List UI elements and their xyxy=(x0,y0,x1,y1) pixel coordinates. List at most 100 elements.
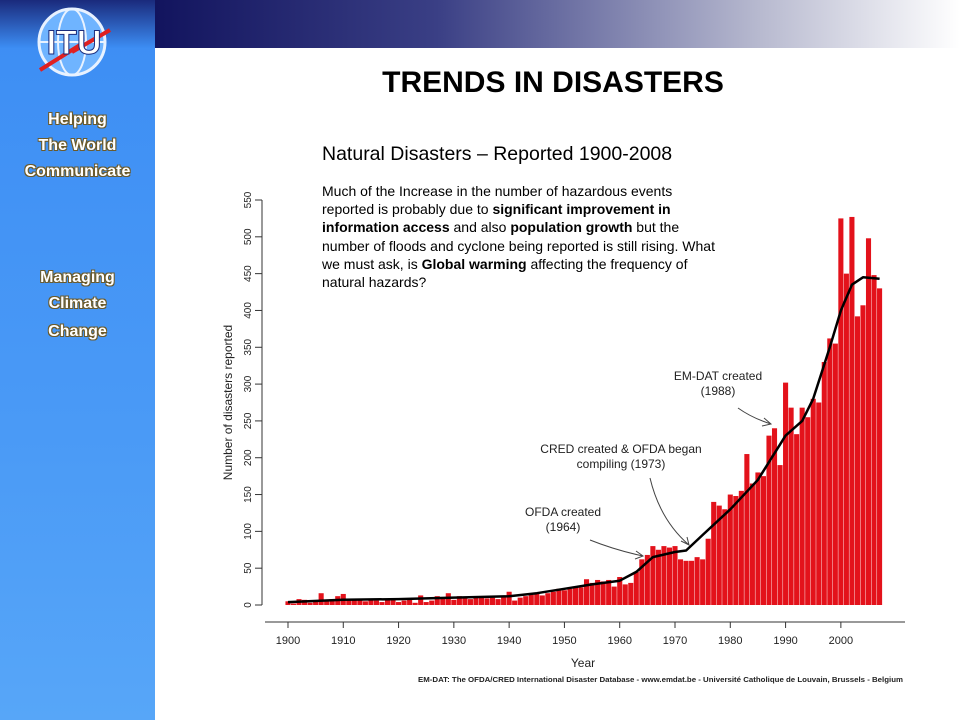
sidebar-text: The World xyxy=(38,137,117,154)
bar xyxy=(429,600,435,605)
bar xyxy=(854,316,860,605)
bar xyxy=(677,559,684,605)
bar xyxy=(611,586,617,605)
bar xyxy=(528,594,534,605)
x-tick-label: 1920 xyxy=(386,635,410,647)
y-tick-label: 350 xyxy=(243,338,254,355)
x-tick-label: 1990 xyxy=(773,635,797,647)
bar xyxy=(440,597,446,605)
bar xyxy=(445,593,451,605)
bar xyxy=(794,434,800,605)
bar xyxy=(727,494,733,605)
sidebar-text: Helping xyxy=(48,111,107,128)
y-tick-label: 450 xyxy=(243,265,254,282)
bar xyxy=(351,599,357,605)
bar xyxy=(827,338,833,605)
sidebar-text: Climate xyxy=(48,295,107,312)
bar xyxy=(545,593,551,605)
y-axis-label: Number of disasters reported xyxy=(221,325,235,480)
y-tick-label: 400 xyxy=(243,302,254,319)
bar xyxy=(307,602,313,605)
bar xyxy=(666,547,673,605)
bar xyxy=(628,582,634,605)
bar xyxy=(329,599,335,605)
y-tick-label: 500 xyxy=(243,228,254,245)
bar xyxy=(473,596,479,605)
bar xyxy=(617,577,623,605)
paragraph-text: Much of the Increase in the number of ha… xyxy=(322,183,673,218)
paragraph-text: Global warming xyxy=(421,255,527,272)
y-tick-label: 0 xyxy=(243,602,254,608)
bar xyxy=(821,362,827,605)
bar xyxy=(865,238,872,606)
bar xyxy=(462,597,468,605)
x-tick-label: 1970 xyxy=(663,635,687,647)
y-tick-label: 550 xyxy=(243,191,254,208)
bar xyxy=(539,595,545,605)
bar xyxy=(318,593,324,605)
x-tick-label: 1950 xyxy=(552,635,576,647)
bar xyxy=(711,501,717,605)
bar xyxy=(600,581,606,605)
bar xyxy=(788,407,794,605)
sidebar-text: Change xyxy=(48,323,107,340)
bar xyxy=(733,496,739,605)
x-axis-label: Year xyxy=(571,656,595,670)
bar xyxy=(418,595,424,605)
bar xyxy=(467,599,473,605)
annotation: CRED created & OFDA began xyxy=(540,442,701,456)
bar xyxy=(550,591,556,605)
sidebar-text: Communicate xyxy=(24,163,131,180)
bar xyxy=(683,560,689,605)
bar xyxy=(556,588,562,605)
y-tick-label: 150 xyxy=(243,486,254,503)
annotation: (1988) xyxy=(701,384,736,398)
bar xyxy=(407,599,413,605)
bar xyxy=(716,505,722,605)
bar xyxy=(595,579,601,605)
bar xyxy=(672,546,678,605)
bar xyxy=(755,472,761,605)
bar xyxy=(490,597,496,605)
annotation: (1964) xyxy=(546,520,581,534)
paragraph: Much of the Increase in the number of ha… xyxy=(322,182,727,291)
bar xyxy=(362,601,368,605)
bar xyxy=(346,600,352,605)
bar xyxy=(589,582,595,605)
bar xyxy=(357,599,363,605)
bar xyxy=(849,216,855,605)
x-tick-label: 2000 xyxy=(829,635,853,647)
bar xyxy=(396,602,402,605)
x-tick-label: 1930 xyxy=(442,635,466,647)
bar xyxy=(799,407,805,605)
bar xyxy=(423,602,429,605)
bar xyxy=(622,584,628,605)
bar xyxy=(285,601,291,605)
bar xyxy=(561,590,567,605)
title: TRENDS IN DISASTERS xyxy=(382,66,724,99)
y-tick-label: 250 xyxy=(243,412,254,429)
bar xyxy=(506,591,512,605)
bar xyxy=(523,596,529,605)
bar xyxy=(501,596,507,605)
bar xyxy=(816,402,822,605)
y-tick-label: 200 xyxy=(243,449,254,466)
bar xyxy=(290,603,297,605)
sidebar xyxy=(0,0,155,720)
bar xyxy=(766,435,772,605)
source-note: EM-DAT: The OFDA/CRED International Disa… xyxy=(418,675,903,684)
y-tick-label: 100 xyxy=(243,523,254,540)
logo: ITU xyxy=(37,7,112,77)
annotation: compiling (1973) xyxy=(577,457,666,471)
bar xyxy=(583,579,590,605)
paragraph-text: but the number of floods and cyclone bei… xyxy=(322,219,715,272)
bar xyxy=(324,600,330,605)
bar xyxy=(783,382,789,605)
x-tick-label: 1900 xyxy=(276,635,300,647)
paragraph-text: significant improvement in information a… xyxy=(322,201,671,236)
bar xyxy=(722,509,728,605)
bar xyxy=(877,288,883,605)
bar xyxy=(738,490,744,605)
